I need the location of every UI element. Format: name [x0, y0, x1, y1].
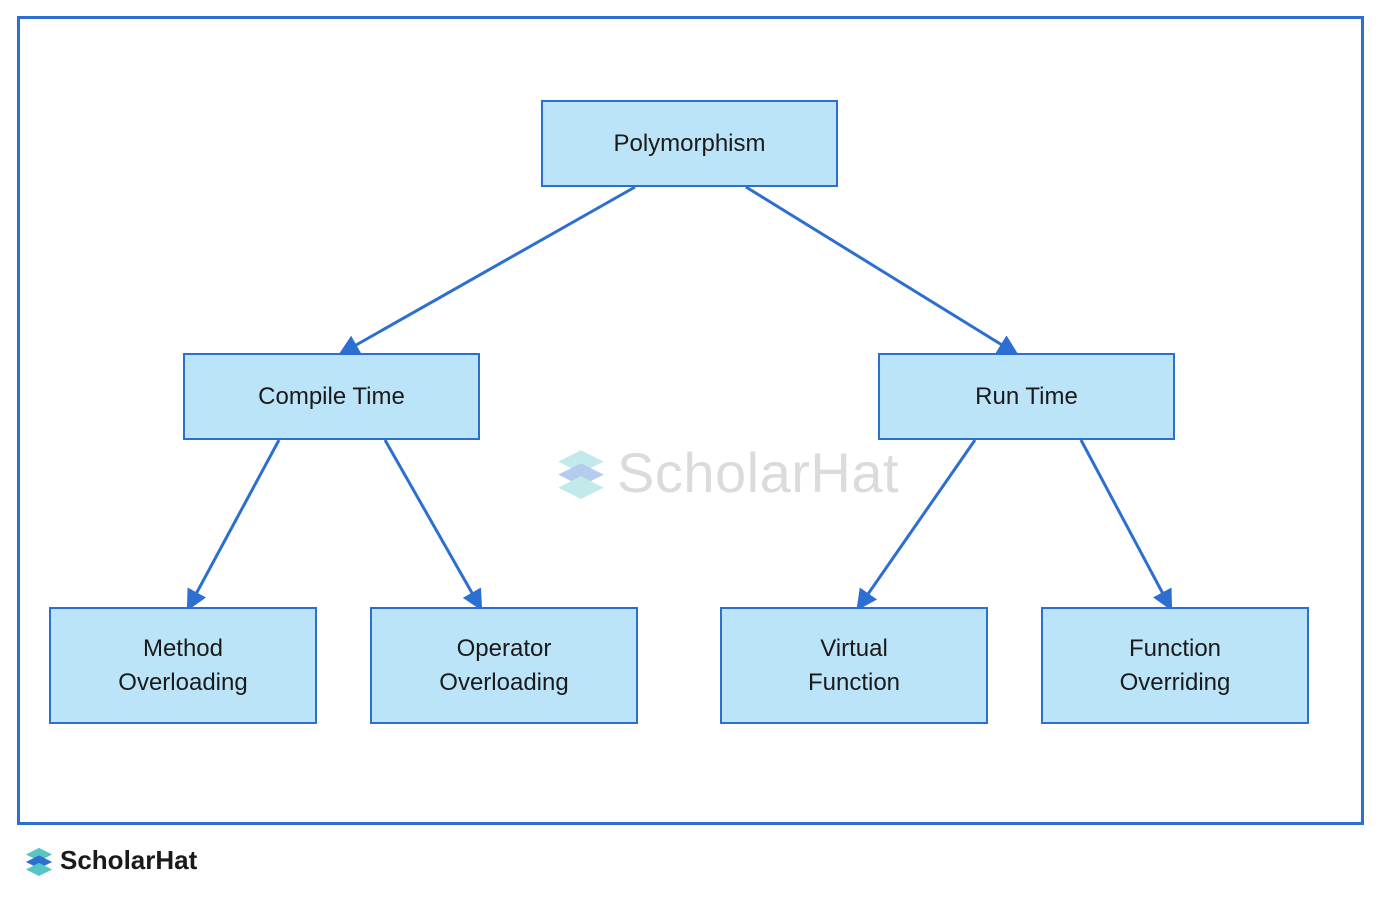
footer-logo: ScholarHat — [24, 845, 197, 876]
watermark-icon — [555, 447, 607, 499]
footer-logo-text: ScholarHat — [60, 845, 197, 876]
diagram-node-label: Compile Time — [258, 380, 405, 414]
diagram-node-label: Method Overloading — [118, 632, 247, 699]
diagram-node-root: Polymorphism — [541, 100, 838, 187]
diagram-node-compile: Compile Time — [183, 353, 480, 440]
diagram-node-virtual: Virtual Function — [720, 607, 988, 724]
diagram-node-label: Run Time — [975, 380, 1078, 414]
diagram-node-label: Virtual Function — [808, 632, 900, 699]
diagram-node-label: Operator Overloading — [439, 632, 568, 699]
diagram-node-label: Function Overriding — [1120, 632, 1231, 699]
watermark: ScholarHat — [555, 440, 899, 505]
diagram-node-label: Polymorphism — [613, 127, 765, 161]
diagram-node-runtime: Run Time — [878, 353, 1175, 440]
diagram-node-operator: Operator Overloading — [370, 607, 638, 724]
diagram-node-override: Function Overriding — [1041, 607, 1309, 724]
footer-logo-icon — [24, 846, 54, 876]
watermark-text: ScholarHat — [617, 440, 899, 505]
diagram-node-method: Method Overloading — [49, 607, 317, 724]
